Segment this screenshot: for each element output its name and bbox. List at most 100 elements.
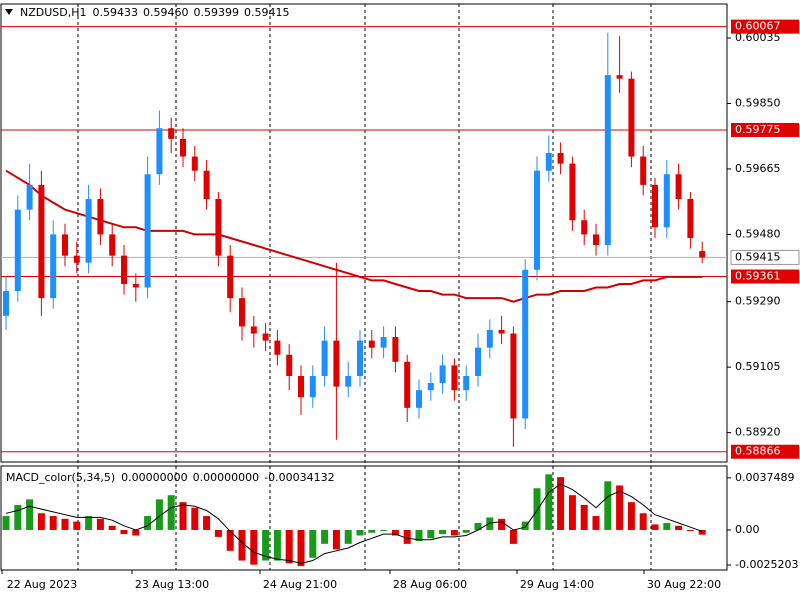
candle-body [309,375,316,398]
macd-bar [380,529,388,531]
candle-body [239,298,245,327]
candle-body [675,174,682,200]
main-panel-frame [0,3,728,463]
x-tick-label: 23 Aug 13:00 [135,578,209,591]
macd-bar [627,502,635,530]
macd-bar [450,529,458,536]
macd-bar [356,529,364,536]
macd-bar [474,523,482,530]
candle-body [250,326,257,334]
macd-readout: 0.00000000 [121,471,187,484]
macd-bar [698,529,706,535]
macd-bar [73,521,81,530]
candle-body [274,340,281,355]
candle-body [215,199,222,256]
candle-body [368,340,375,348]
macd-readout: 0.00000000 [193,471,259,484]
macd-bar [37,513,45,530]
candle-body [604,75,611,246]
candle-body [357,340,363,376]
macd-bar [391,529,399,536]
candle-body [522,269,529,419]
readout-low: 0.59399 [194,6,240,19]
macd-bar [155,499,163,530]
macd-bar [344,529,352,544]
macd-bar [403,529,411,544]
candle-body [534,170,540,270]
macd-bar [2,516,10,530]
macd-bar [85,516,93,530]
level-label: 0.58866 [735,445,781,458]
candle-body [427,383,434,391]
macd-bar [108,525,116,530]
candle-body [62,234,68,256]
macd-bar [686,529,694,531]
macd-bar [568,495,576,530]
macd-bar [297,529,305,567]
macd-bar [226,529,234,551]
macd-title: MACD_color(5,34,5) [6,471,115,484]
macd-bar [415,529,423,542]
macd-bar [26,499,34,530]
level-label-box [731,19,799,34]
x-tick-label: 30 Aug 22:00 [647,578,721,591]
macd-bar [273,529,281,561]
y-tick-label: 0.60035 [735,31,781,44]
candle-body [463,375,470,391]
candle-body [203,170,210,200]
candle-body [699,251,706,258]
candle-body [3,291,9,316]
candle-body [227,255,234,299]
macd-bar [144,516,152,530]
macd-bar [533,488,541,530]
macd-bar [285,529,293,564]
level-label-box [731,444,799,459]
moving-average [5,169,703,303]
candle-body [451,365,458,391]
y-tick-label: 0.59105 [735,360,781,373]
macd-bar [61,518,69,530]
y-tick-label: 0.59480 [735,227,781,240]
macd-y-tick-label: 0.0037489 [735,471,795,484]
x-tick-label: 22 Aug 2023 [7,578,77,591]
x-tick-label: 28 Aug 06:00 [393,578,467,591]
candle-body [510,333,517,419]
menu-arrow[interactable] [5,9,13,15]
candle-body [593,234,599,246]
candle-body [85,199,92,263]
level-label: 0.59361 [735,270,781,283]
macd-bar [557,477,565,530]
readout-close: 0.59415 [244,6,290,19]
candle-body [404,361,411,408]
level-label-box [731,123,799,138]
macd-bar [639,513,647,530]
macd-bar [250,529,258,565]
candle-body [687,199,694,238]
macd-bar [368,529,376,533]
candle-body [132,283,139,288]
candle-body [569,163,576,221]
candle-body [345,375,352,387]
macd-y-tick-label: -0.0025203 [735,558,798,571]
macd-bar [309,529,317,558]
readout-high: 0.59460 [143,6,189,19]
candle-body [97,199,104,235]
readout-open: 0.59433 [93,6,139,19]
candle-body [26,184,33,210]
macd-bar [675,525,683,530]
level-label: 0.60067 [735,20,781,33]
candle-body [475,347,481,376]
candle-body [168,128,175,139]
macd-signal [5,483,703,564]
macd-bar [439,529,447,535]
macd-bar [604,481,612,530]
macd-bar [592,516,600,530]
current-price-box [730,249,800,265]
y-tick-label: 0.58920 [735,426,781,439]
level-label: 0.59775 [735,123,781,136]
macd-bar [179,502,187,530]
y-tick-label: 0.59850 [735,96,781,109]
candle-body [652,184,658,228]
candle-body [416,390,422,408]
